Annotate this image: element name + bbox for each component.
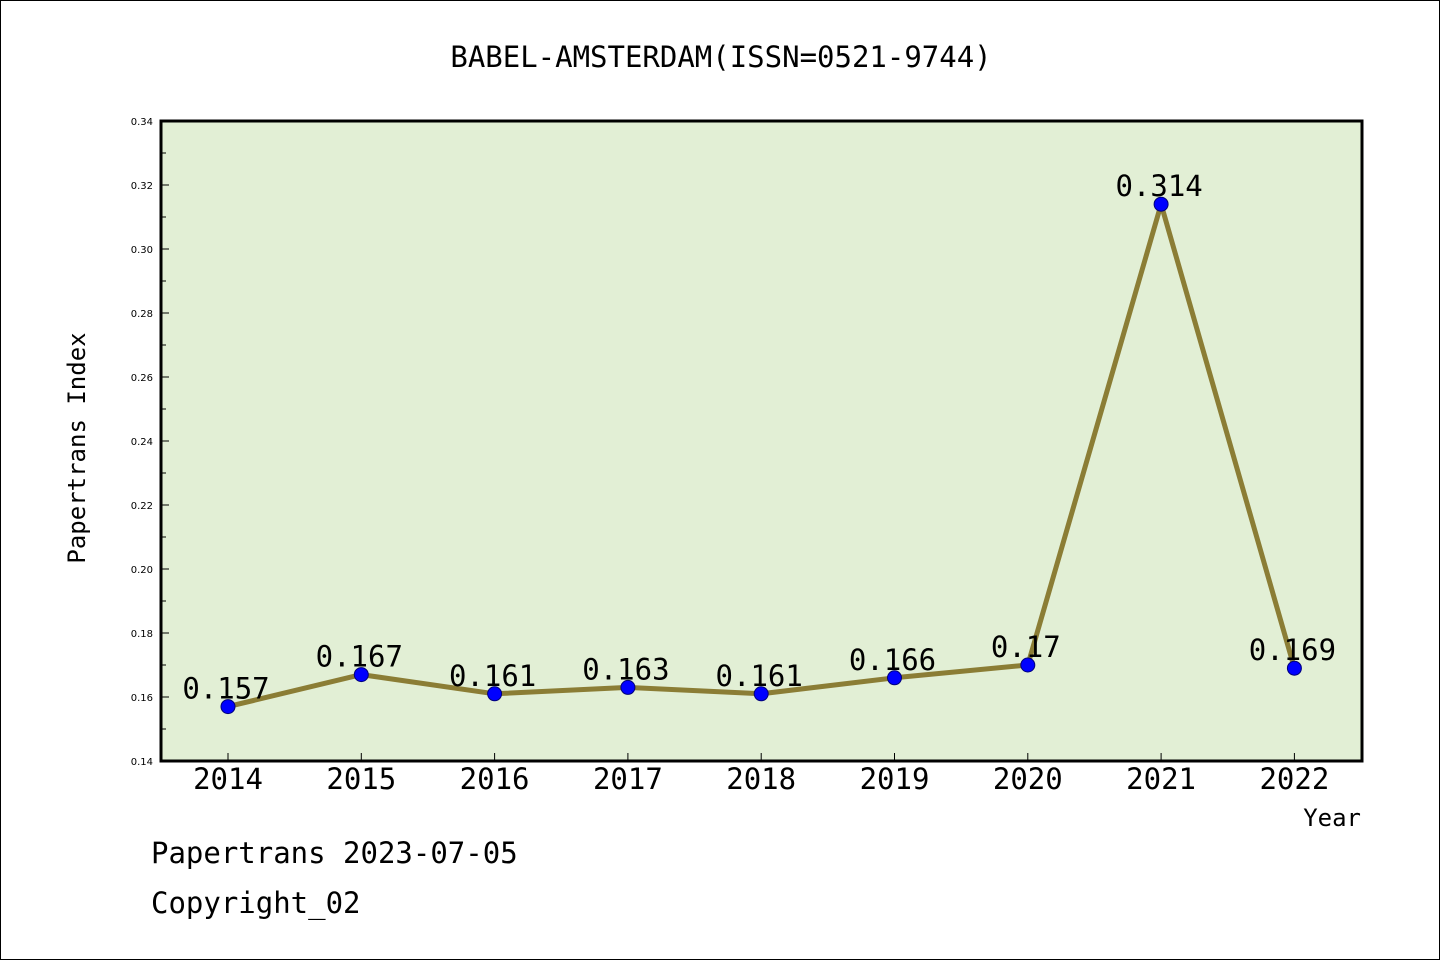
y-tick-label: 0.32 — [131, 181, 153, 192]
data-point-2017 — [620, 679, 636, 695]
y-tick-label: 0.20 — [131, 565, 153, 576]
data-label-2019: 0.166 — [849, 643, 936, 677]
chart-title: BABEL-AMSTERDAM(ISSN=0521-9744) — [450, 40, 991, 74]
data-point-2014 — [220, 699, 236, 715]
data-point-2016 — [487, 686, 503, 702]
data-points — [220, 196, 1302, 715]
x-tick-label: 2022 — [1259, 762, 1329, 796]
data-point-2019 — [887, 670, 902, 686]
y-tick-label: 0.30 — [131, 245, 153, 256]
y-axis-label: Papertrans Index — [63, 332, 91, 563]
x-tick-label: 2019 — [860, 762, 930, 796]
data-label-2021: 0.314 — [1115, 169, 1202, 203]
y-tick-label: 0.16 — [131, 693, 153, 704]
y-tick-label: 0.34 — [131, 117, 153, 128]
y-tick-label: 0.14 — [131, 757, 153, 768]
data-point-2021 — [1153, 196, 1169, 212]
x-tick-label: 2017 — [593, 762, 663, 796]
x-tick-label: 2015 — [326, 762, 396, 796]
data-label-2022: 0.169 — [1249, 633, 1336, 667]
y-axis-ticks: 0.14 0.16 0.18 0.20 0.22 0.24 0.26 0.28 0.30 0.32… — [131, 117, 169, 768]
data-point-2015 — [353, 667, 369, 683]
data-point-2022 — [1286, 660, 1302, 676]
x-tick-label: 2016 — [460, 762, 530, 796]
x-tick-label: 2020 — [993, 762, 1063, 796]
footer-copyright: Copyright_02 — [151, 886, 361, 920]
x-tick-label: 2014 — [193, 762, 263, 796]
data-point-2018 — [753, 686, 769, 702]
y-tick-label: 0.18 — [131, 629, 153, 640]
y-tick-label: 0.22 — [131, 501, 153, 512]
data-labels: 0.157 0.167 0.161 0.163 0.161 0.166 0.17 0.314 0… — [182, 169, 1336, 705]
x-axis-ticks: 2014 2015 2016 2017 2018 2019 2020 2021 2022 — [193, 753, 1329, 796]
x-tick-label: 2021 — [1126, 762, 1196, 796]
y-tick-label: 0.24 — [131, 437, 153, 448]
footer-date: Papertrans 2023-07-05 — [151, 836, 518, 870]
data-label-2017: 0.163 — [582, 652, 669, 686]
x-axis-label: Year — [1303, 804, 1361, 832]
data-label-2016: 0.161 — [449, 659, 536, 693]
y-tick-label: 0.26 — [131, 373, 153, 384]
y-tick-label: 0.28 — [131, 309, 153, 320]
plot-area — [159, 119, 1364, 763]
data-label-2020: 0.17 — [991, 630, 1061, 664]
data-label-2014: 0.157 — [182, 672, 269, 706]
data-label-2018: 0.161 — [716, 659, 803, 693]
data-label-2015: 0.167 — [316, 640, 403, 674]
data-point-2020 — [1020, 657, 1036, 673]
x-tick-label: 2018 — [726, 762, 796, 796]
